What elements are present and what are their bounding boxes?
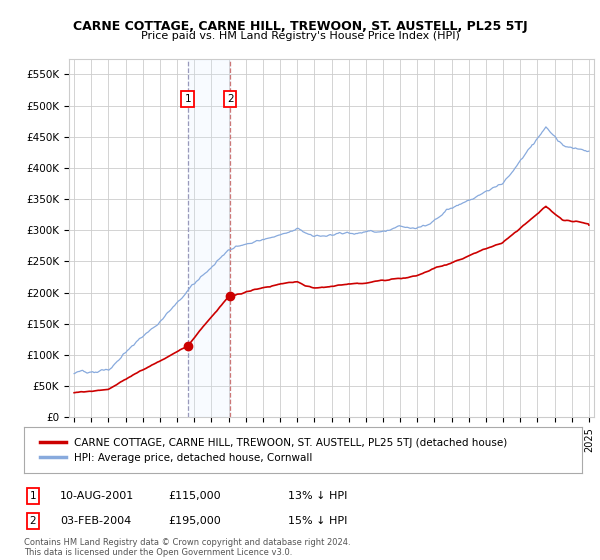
Text: Price paid vs. HM Land Registry's House Price Index (HPI): Price paid vs. HM Land Registry's House … <box>140 31 460 41</box>
Text: 2: 2 <box>29 516 37 526</box>
Text: 1: 1 <box>29 491 37 501</box>
Text: 10-AUG-2001: 10-AUG-2001 <box>60 491 134 501</box>
Text: £115,000: £115,000 <box>168 491 221 501</box>
Legend: CARNE COTTAGE, CARNE HILL, TREWOON, ST. AUSTELL, PL25 5TJ (detached house), HPI:: CARNE COTTAGE, CARNE HILL, TREWOON, ST. … <box>35 432 513 468</box>
Text: 1: 1 <box>184 94 191 104</box>
Text: 03-FEB-2004: 03-FEB-2004 <box>60 516 131 526</box>
Text: CARNE COTTAGE, CARNE HILL, TREWOON, ST. AUSTELL, PL25 5TJ: CARNE COTTAGE, CARNE HILL, TREWOON, ST. … <box>73 20 527 32</box>
Text: 2: 2 <box>227 94 233 104</box>
Text: 15% ↓ HPI: 15% ↓ HPI <box>288 516 347 526</box>
Bar <box>188 59 230 417</box>
Text: Contains HM Land Registry data © Crown copyright and database right 2024.
This d: Contains HM Land Registry data © Crown c… <box>24 538 350 557</box>
Text: 13% ↓ HPI: 13% ↓ HPI <box>288 491 347 501</box>
Text: £195,000: £195,000 <box>168 516 221 526</box>
